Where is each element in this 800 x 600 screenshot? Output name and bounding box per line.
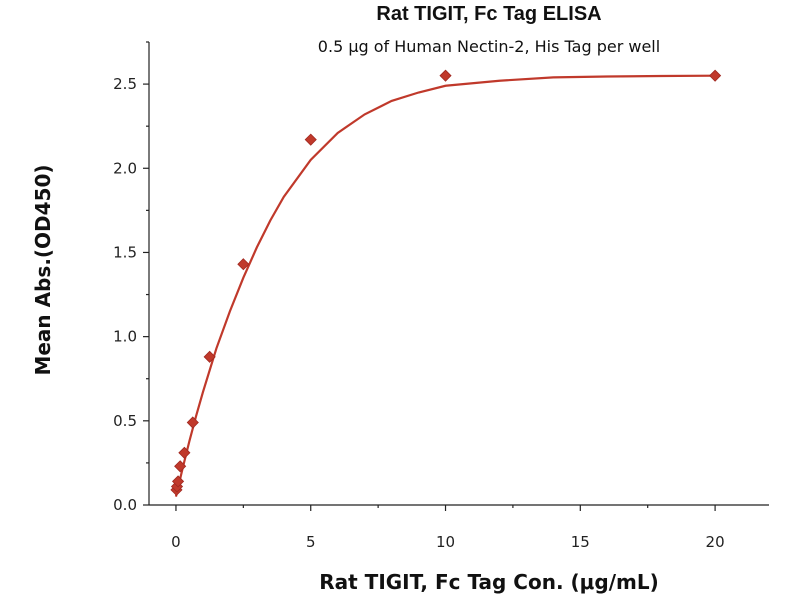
data-point (304, 133, 317, 146)
y-tick-label: 1.0 (113, 328, 137, 346)
y-ticks: 0.0 0.5 1.0 1.5 2.0 2.5 (113, 41, 149, 514)
data-point (178, 446, 191, 459)
data-point (171, 475, 185, 488)
data-point (237, 258, 250, 271)
y-tick-label: 0.5 (113, 412, 137, 430)
y-tick-label: 2.0 (113, 159, 137, 177)
data-points (170, 69, 722, 496)
y-tick-label: 1.5 (113, 243, 137, 261)
x-tick-label: 15 (571, 533, 590, 551)
y-axis-label: Mean Abs.(OD450) (31, 164, 55, 375)
x-axis-label: Rat TIGIT, Fc Tag Con. (μg/mL) (319, 570, 658, 594)
chart-title: Rat TIGIT, Fc Tag ELISA (376, 3, 601, 25)
x-tick-label: 5 (306, 533, 316, 551)
x-tick-label: 10 (436, 533, 455, 551)
fit-curve (174, 74, 716, 497)
x-ticks: 0 5 10 15 20 (171, 505, 725, 551)
y-tick-label: 2.5 (113, 75, 137, 93)
y-tick-label: 0.0 (113, 496, 137, 514)
data-point (709, 69, 722, 82)
axes (148, 42, 769, 506)
data-point (203, 350, 216, 363)
x-tick-label: 0 (171, 533, 181, 551)
data-point (186, 416, 199, 429)
data-point (174, 460, 187, 473)
x-tick-label: 20 (706, 533, 725, 551)
chart-subtitle: 0.5 μg of Human Nectin-2, His Tag per we… (318, 37, 660, 56)
data-point (439, 69, 452, 82)
